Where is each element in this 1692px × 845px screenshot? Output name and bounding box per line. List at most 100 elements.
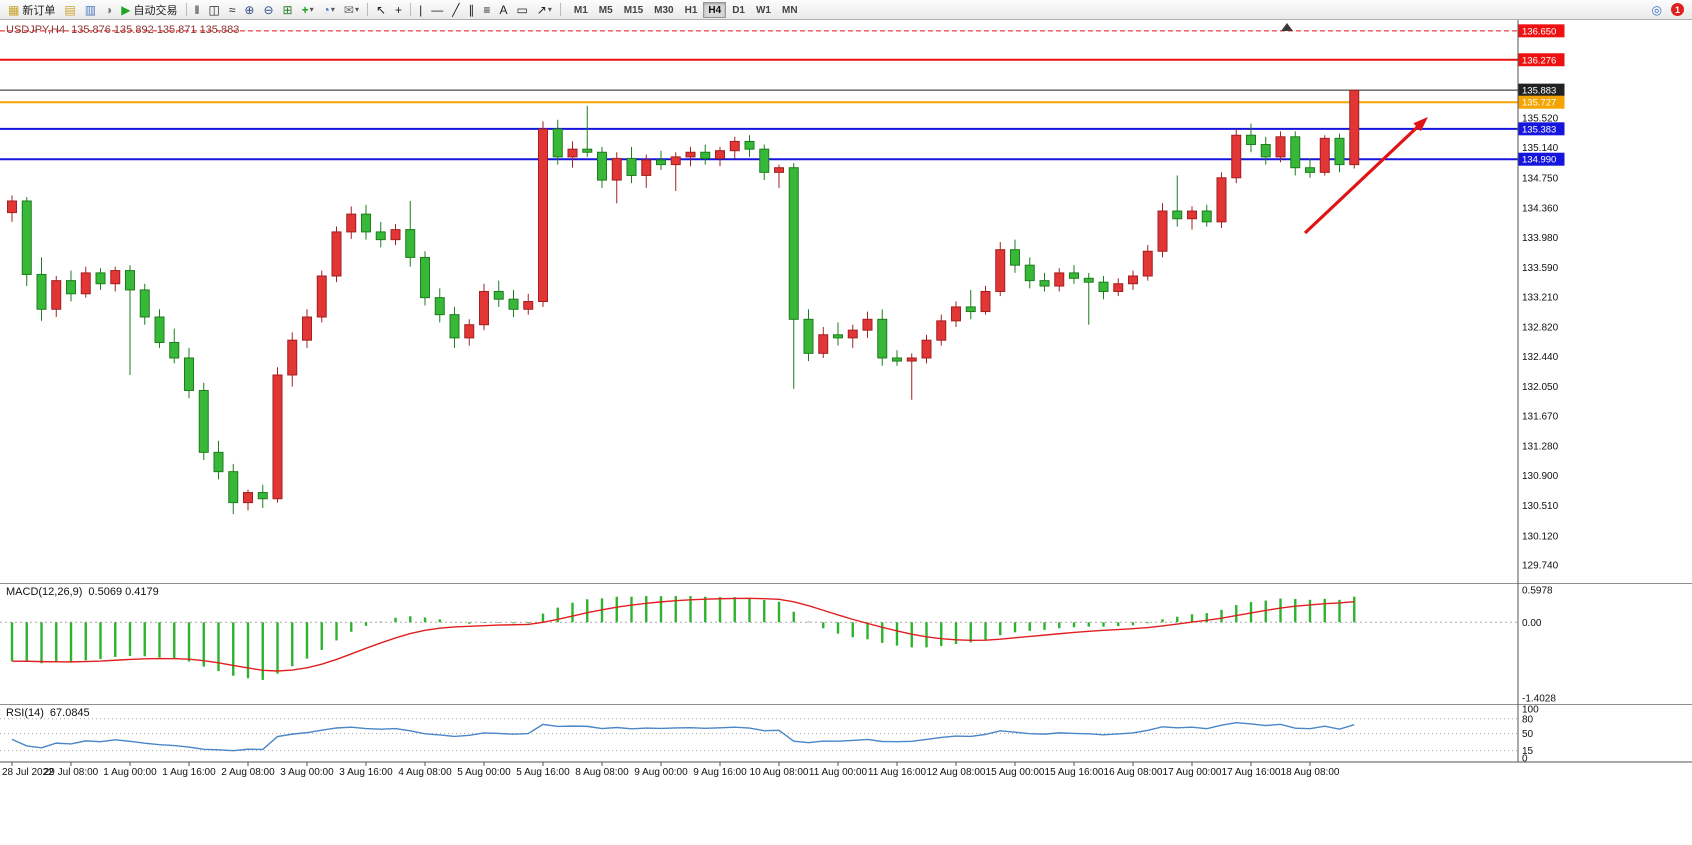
vertical-line-button[interactable]: |: [415, 1, 426, 18]
candle: [1083, 277, 1094, 283]
indicators-button[interactable]: + ▾: [298, 1, 318, 18]
candle: [729, 140, 740, 152]
time-axis-label: 28 Jul 2022: [2, 767, 54, 778]
timeframe-button-H1[interactable]: H1: [680, 2, 703, 18]
new-order-button[interactable]: ▦ 新订单: [4, 1, 59, 18]
bar-chart-button[interactable]: ‖: [191, 1, 204, 18]
timeframe-button-D1[interactable]: D1: [727, 2, 750, 18]
macd-scale-label: -1.4028: [1522, 693, 1556, 704]
candle: [862, 318, 873, 331]
time-axis-label: 10 Aug 08:00: [750, 767, 809, 778]
candle: [936, 320, 947, 341]
timeframe-button-H4[interactable]: H4: [703, 1, 727, 18]
arrow-annotation[interactable]: [1303, 117, 1428, 235]
cursor-button[interactable]: ↖: [372, 1, 390, 18]
trendline-button[interactable]: ╱: [448, 1, 463, 18]
candle: [670, 156, 681, 166]
zoom-out-button[interactable]: ⊖: [259, 1, 277, 18]
chart-shift-marker[interactable]: [1281, 23, 1293, 31]
candle: [803, 318, 814, 354]
auto-trading-icon: ▶: [121, 2, 131, 17]
candle: [1290, 136, 1301, 169]
price-levels: [0, 30, 1518, 161]
time-axis-label: 11 Aug 16:00: [868, 767, 927, 778]
channel-icon: ∥: [468, 2, 475, 17]
candle: [1024, 264, 1035, 282]
time-axis-label: 1 Aug 00:00: [103, 767, 157, 778]
candle: [1334, 137, 1345, 166]
time-axis-label: 5 Aug 00:00: [457, 767, 511, 778]
chart-canvas[interactable]: 135.520 135.140 134.750 134.360 133.980 133.5…: [0, 20, 1692, 845]
horizontal-line-button[interactable]: —: [427, 1, 447, 18]
timeframe-button-M5[interactable]: M5: [594, 2, 618, 18]
candle: [656, 159, 666, 166]
timeframe-button-M1[interactable]: M1: [569, 2, 593, 18]
text-button[interactable]: A: [495, 1, 511, 18]
rsi-scale-label: 100: [1522, 705, 1539, 716]
price-axis-label: 133.590: [1522, 263, 1559, 274]
profiles-button[interactable]: ▤: [60, 1, 79, 18]
auto-trading-button[interactable]: ▶ 自动交易: [117, 1, 181, 18]
candle: [921, 339, 932, 359]
candle: [228, 471, 239, 504]
zoom-in-icon: ⊕: [244, 2, 255, 17]
search-button[interactable]: ◎: [1648, 1, 1666, 18]
candle: [1246, 134, 1256, 146]
candle: [877, 318, 888, 359]
candle: [125, 270, 135, 291]
notification-badge[interactable]: 1: [1671, 3, 1684, 16]
label-button[interactable]: ▭: [512, 1, 531, 18]
crosshair-button[interactable]: +: [391, 1, 406, 18]
refresh-button[interactable]: ◑: [101, 1, 116, 18]
candle: [66, 280, 76, 295]
arrows-icon: ↗: [536, 2, 547, 17]
candle: [346, 213, 357, 233]
tile-windows-icon: ⊞: [282, 2, 293, 17]
price-axis-label: 130.900: [1522, 471, 1559, 482]
candle: [567, 148, 578, 158]
candle: [1098, 281, 1109, 292]
timeframe-button-W1[interactable]: W1: [751, 2, 776, 18]
candle: [169, 342, 180, 359]
zoom-in-button[interactable]: ⊕: [240, 1, 258, 18]
candle: [272, 374, 283, 500]
candle: [302, 316, 312, 341]
time-axis-label: 15 Aug 00:00: [986, 767, 1045, 778]
price-tag-label: 134.990: [1522, 155, 1556, 166]
cycles-button[interactable]: ◔ ▾: [319, 1, 339, 18]
tile-windows-button[interactable]: ⊞: [279, 1, 297, 18]
timeframe-group: M1 M5 M15 M30 H1 H4 D1 W1 MN: [569, 1, 803, 18]
candle: [213, 451, 224, 473]
price-axis[interactable]: 135.520 135.140 134.750 134.360 133.980 133.5…: [1517, 20, 1565, 765]
timeframe-button-M15[interactable]: M15: [619, 2, 648, 18]
envelope-button[interactable]: ✉ ▾: [340, 1, 363, 18]
candlestick-button[interactable]: ◫: [204, 1, 223, 18]
time-axis-label: 2 Aug 08:00: [221, 767, 275, 778]
candle: [626, 157, 637, 176]
time-axis-label: 15 Aug 16:00: [1045, 767, 1104, 778]
text-icon: A: [499, 2, 508, 17]
price-tag-label: 135.383: [1522, 124, 1556, 135]
candle: [1216, 177, 1227, 223]
candle: [1187, 210, 1197, 220]
macd-scale-label: 0.5978: [1522, 586, 1553, 597]
price-tag-label: 135.883: [1522, 86, 1556, 97]
channel-button[interactable]: ∥: [464, 1, 478, 18]
candle: [1128, 275, 1138, 285]
fibonacci-button[interactable]: ≡: [479, 1, 494, 18]
candle: [243, 492, 253, 504]
timeframe-button-MN[interactable]: MN: [777, 2, 803, 18]
label-icon: ▭: [516, 2, 528, 17]
line-chart-button[interactable]: ≈: [225, 1, 240, 18]
time-axis-label: 4 Aug 08:00: [398, 767, 452, 778]
timeframe-button-M30[interactable]: M30: [649, 2, 678, 18]
candle: [980, 290, 991, 313]
candle: [523, 301, 534, 310]
candle: [538, 128, 548, 303]
price-axis-label: 131.670: [1522, 411, 1559, 422]
candle: [198, 389, 209, 453]
arrows-button[interactable]: ↗ ▾: [533, 1, 556, 18]
charts-button[interactable]: ▥: [81, 1, 100, 18]
rsi-pane: [0, 718, 1518, 752]
